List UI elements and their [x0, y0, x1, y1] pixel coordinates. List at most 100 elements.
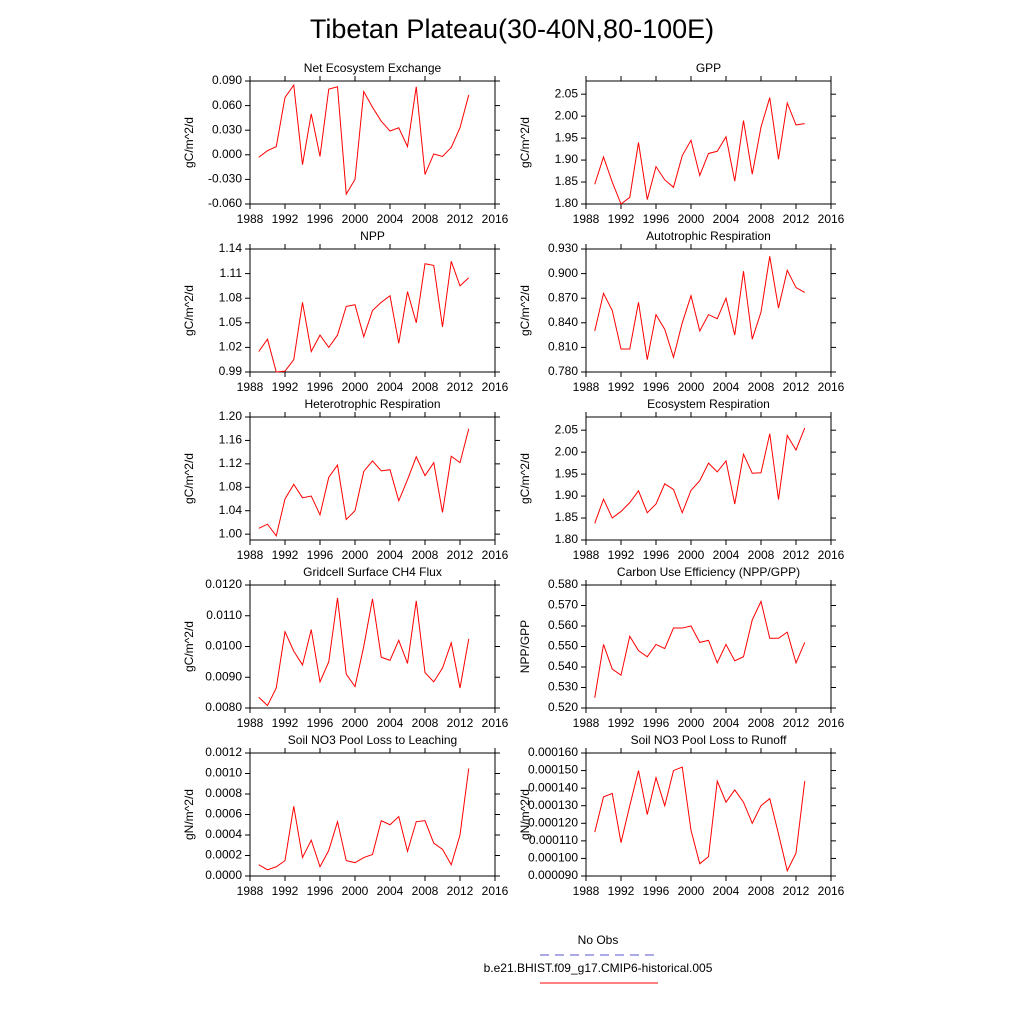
y-tick-label: 0.0080 [205, 700, 242, 714]
x-tick-label: 2016 [818, 212, 845, 226]
plot-frame [585, 584, 832, 709]
x-tick-label: 2016 [482, 716, 509, 730]
x-tick-label: 2012 [783, 884, 810, 898]
y-tick-label: 1.80 [555, 532, 579, 546]
x-tick-label: 1992 [608, 380, 635, 394]
panel-title: Autotrophic Respiration [646, 229, 771, 243]
y-tick-label: 1.04 [219, 503, 243, 517]
y-tick-label: 0.0008 [205, 786, 242, 800]
y-tick-label: -0.060 [208, 196, 242, 210]
y-tick-label: 0.840 [548, 315, 578, 329]
x-tick-label: 2016 [818, 380, 845, 394]
data-line [258, 597, 470, 707]
y-tick-label: 1.14 [219, 241, 243, 255]
x-tick-label: 1988 [573, 380, 600, 394]
x-tick-label: 2004 [713, 380, 740, 394]
y-axis-label: NPP/GPP [518, 620, 532, 673]
y-tick-label: 1.85 [555, 510, 579, 524]
x-tick-label: 2012 [447, 212, 474, 226]
x-tick-label: 2000 [342, 212, 369, 226]
y-tick-label: 0.000120 [528, 815, 578, 829]
x-tick-label: 1992 [272, 716, 299, 730]
x-tick-label: 1988 [237, 884, 264, 898]
x-tick-label: 2008 [412, 212, 439, 226]
y-tick-label: 1.90 [555, 152, 579, 166]
x-tick-label: 1988 [573, 212, 600, 226]
plot-frame [249, 584, 496, 709]
y-tick-label: 0.580 [548, 577, 578, 591]
y-axis-label: gC/m^2/d [518, 117, 532, 168]
y-tick-label: 0.000110 [529, 833, 578, 847]
y-tick-label: 0.000 [212, 147, 242, 161]
y-tick-label: 0.0090 [205, 669, 242, 683]
y-tick-label: 0.810 [548, 340, 578, 354]
y-axis-label: gC/m^2/d [182, 453, 196, 504]
y-tick-label: 0.000150 [528, 763, 578, 777]
y-tick-label: 2.00 [555, 444, 579, 458]
x-tick-label: 2012 [447, 548, 474, 562]
x-tick-label: 2004 [713, 716, 740, 730]
x-tick-label: 2000 [342, 548, 369, 562]
x-tick-label: 1996 [643, 212, 670, 226]
x-tick-label: 2012 [783, 716, 810, 730]
y-tick-label: 0.060 [212, 98, 242, 112]
y-tick-label: 0.0010 [205, 766, 242, 780]
x-tick-label: 2004 [377, 548, 404, 562]
y-tick-label: 0.000100 [528, 851, 578, 865]
x-tick-label: 2008 [748, 380, 775, 394]
y-tick-label: -0.030 [208, 172, 242, 186]
x-tick-label: 2016 [482, 212, 509, 226]
x-tick-label: 1996 [643, 548, 670, 562]
x-tick-label: 1988 [237, 716, 264, 730]
x-tick-label: 1992 [608, 716, 635, 730]
panel-title: Heterotrophic Respiration [304, 397, 440, 411]
x-tick-label: 2012 [447, 716, 474, 730]
x-tick-label: 1988 [237, 548, 264, 562]
y-tick-label: 2.05 [555, 86, 579, 100]
plot-frame [585, 80, 832, 205]
x-tick-label: 1996 [307, 716, 334, 730]
x-tick-label: 2000 [342, 716, 369, 730]
x-tick-label: 2016 [482, 884, 509, 898]
x-tick-label: 1996 [307, 380, 334, 394]
panel-title: Soil NO3 Pool Loss to Leaching [288, 733, 457, 747]
panel-title: GPP [696, 61, 721, 75]
data-line [258, 83, 470, 196]
y-tick-label: 0.000130 [528, 798, 578, 812]
plot-frame [585, 752, 832, 877]
y-tick-label: 1.80 [555, 196, 579, 210]
y-tick-label: 0.0012 [205, 745, 242, 759]
legend-label: No Obs [578, 933, 619, 947]
x-tick-label: 2004 [377, 716, 404, 730]
x-tick-label: 1988 [573, 884, 600, 898]
x-tick-label: 1992 [608, 884, 635, 898]
x-tick-label: 2008 [412, 716, 439, 730]
y-axis-label: gC/m^2/d [518, 453, 532, 504]
data-line [594, 256, 805, 360]
x-tick-label: 2008 [748, 716, 775, 730]
data-line [594, 97, 805, 205]
x-tick-label: 2000 [678, 548, 705, 562]
x-tick-label: 2000 [678, 884, 705, 898]
y-tick-label: 1.05 [219, 315, 243, 329]
y-tick-label: 0.0004 [205, 827, 242, 841]
plot-frame [249, 248, 496, 373]
x-tick-label: 2000 [678, 716, 705, 730]
x-tick-label: 1992 [608, 212, 635, 226]
y-tick-label: 0.900 [548, 266, 578, 280]
y-tick-label: 0.0110 [206, 608, 242, 622]
x-tick-label: 1996 [307, 548, 334, 562]
x-tick-label: 1996 [307, 212, 334, 226]
plot-frame [249, 416, 496, 541]
panel-title: Carbon Use Efficiency (NPP/GPP) [617, 565, 800, 579]
y-tick-label: 0.0100 [205, 639, 242, 653]
plot-frame [249, 752, 496, 877]
panel-title: Soil NO3 Pool Loss to Runoff [631, 733, 788, 747]
x-tick-label: 2012 [783, 212, 810, 226]
panel-title: NPP [360, 229, 385, 243]
x-tick-label: 2004 [377, 884, 404, 898]
y-tick-label: 1.95 [555, 130, 579, 144]
x-tick-label: 2004 [713, 548, 740, 562]
y-axis-label: gC/m^2/d [518, 285, 532, 336]
y-tick-label: 1.95 [555, 466, 579, 480]
